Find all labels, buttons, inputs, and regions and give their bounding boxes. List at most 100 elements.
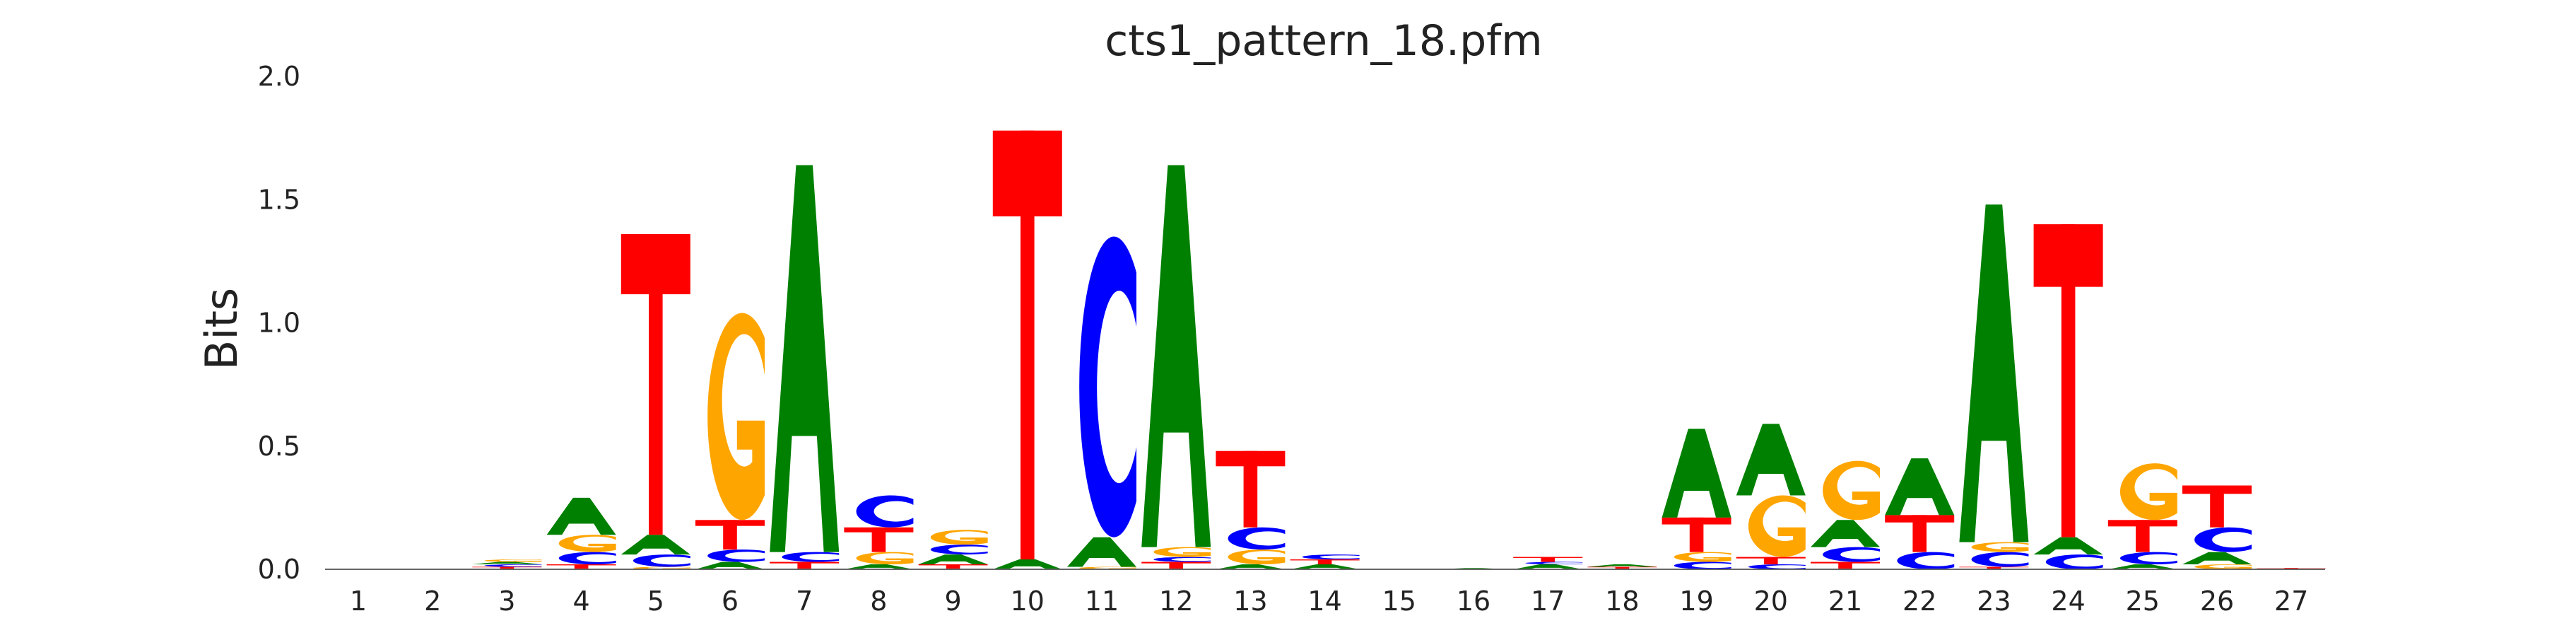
logo-letter-t	[993, 131, 1062, 559]
x-tick-label: 3	[498, 586, 515, 617]
logo-letter-c	[1525, 562, 1582, 564]
x-tick-label: 5	[647, 586, 664, 617]
x-tick-label: 16	[1457, 586, 1490, 617]
logo-letter-c	[485, 564, 542, 566]
logo-letter-g	[931, 530, 988, 545]
logo-letter-t	[919, 564, 988, 569]
chart-title: cts1_pattern_18.pfm	[1105, 16, 1542, 66]
logo-letter-a	[993, 559, 1062, 569]
x-tick-label: 18	[1605, 586, 1639, 617]
logo-letter-g	[1674, 552, 1731, 562]
logo-letter-c	[1748, 564, 1806, 569]
logo-letter-c	[633, 554, 690, 566]
x-tick-label: 22	[1902, 586, 1936, 617]
logo-letter-a	[547, 498, 616, 535]
logo-letter-t	[1662, 518, 1731, 552]
logo-letter-a	[472, 562, 541, 564]
logo-letter-g	[1228, 549, 1286, 564]
x-tick-label: 4	[573, 586, 590, 617]
x-tick-label: 20	[1754, 586, 1788, 617]
x-tick-label: 23	[1977, 586, 2011, 617]
logo-letter-t	[2034, 224, 2103, 537]
logo-letters	[472, 131, 2326, 569]
logo-letter-g	[1823, 461, 1880, 520]
logo-letter-t	[695, 520, 765, 549]
logo-letter-c	[1897, 552, 1954, 569]
logo-letter-a	[1067, 537, 1136, 567]
logo-letter-t	[1141, 562, 1211, 569]
logo-letter-g	[857, 552, 914, 564]
logo-letter-t	[1290, 559, 1360, 564]
logo-letter-g	[707, 313, 765, 520]
x-tick-label: 8	[870, 586, 887, 617]
logo-letter-a	[2108, 564, 2177, 569]
x-tick-label: 15	[1382, 586, 1416, 617]
logo-letter-c	[2194, 528, 2252, 552]
y-axis-label: Bits	[196, 288, 247, 370]
logo-letter-t	[2108, 520, 2177, 552]
logo-letter-c	[1302, 554, 1360, 559]
logo-letter-t	[1811, 562, 1880, 569]
logo-letter-a	[844, 564, 913, 569]
logo-letter-g	[559, 535, 616, 552]
logo-letter-c	[857, 495, 914, 527]
logo-letter-a	[1811, 520, 1880, 547]
x-tick-label: 25	[2126, 586, 2160, 617]
logo-letter-g	[1153, 547, 1211, 557]
logo-letter-c	[1228, 528, 1286, 549]
logo-letter-a	[1662, 429, 1731, 517]
logo-letter-a	[1290, 564, 1360, 569]
logo-letter-t	[1885, 515, 1954, 552]
logo-letter-g	[2194, 564, 2252, 569]
logo-letter-c	[1674, 562, 1731, 569]
logo-letter-a	[1141, 165, 1211, 547]
logo-letter-a	[1736, 424, 1806, 495]
logo-letter-a	[2182, 552, 2252, 564]
y-axis-ticks: 0.00.51.01.52.0	[258, 61, 300, 585]
logo-letter-c	[2046, 554, 2103, 569]
x-tick-label: 12	[1159, 586, 1193, 617]
x-tick-label: 2	[424, 586, 441, 617]
logo-letter-a	[1216, 564, 1285, 569]
y-tick-label: 1.5	[258, 184, 300, 215]
x-tick-label: 1	[350, 586, 367, 617]
y-tick-label: 1.0	[258, 308, 300, 339]
logo-letter-c	[1972, 552, 2029, 567]
x-tick-label: 17	[1531, 586, 1565, 617]
logo-letter-a	[695, 562, 765, 569]
x-tick-label: 26	[2200, 586, 2234, 617]
x-tick-label: 19	[1679, 586, 1713, 617]
x-tick-label: 21	[1828, 586, 1862, 617]
logo-letter-g	[2120, 463, 2177, 520]
x-tick-label: 13	[1233, 586, 1267, 617]
logo-letter-a	[1885, 458, 1954, 515]
logo-letter-g	[485, 559, 542, 562]
x-tick-label: 10	[1011, 586, 1045, 617]
logo-letter-c	[1079, 237, 1136, 537]
logo-letter-c	[2120, 552, 2177, 564]
logo-letter-a	[1513, 564, 1582, 569]
logo-letter-t	[1513, 557, 1582, 562]
logo-letter-t	[2182, 486, 2252, 528]
x-tick-label: 6	[722, 586, 739, 617]
logo-letter-t	[547, 564, 616, 569]
x-tick-label: 11	[1085, 586, 1119, 617]
logo-letter-a	[1959, 204, 2028, 542]
logo-letter-t	[770, 562, 839, 569]
logo-letter-c	[931, 545, 988, 554]
logo-letter-t	[621, 234, 690, 535]
x-tick-label: 7	[796, 586, 813, 617]
logo-letter-a	[1587, 564, 1657, 566]
logo-letter-t	[844, 528, 913, 552]
logo-letter-a	[621, 535, 690, 554]
logo-letter-a	[770, 165, 839, 552]
logo-letter-a	[2034, 537, 2103, 554]
logo-letter-g	[1748, 495, 1806, 557]
x-tick-label: 9	[945, 586, 962, 617]
logo-letter-a	[919, 554, 988, 564]
logo-letter-c	[1153, 557, 1211, 562]
logo-letter-c	[1823, 547, 1880, 562]
